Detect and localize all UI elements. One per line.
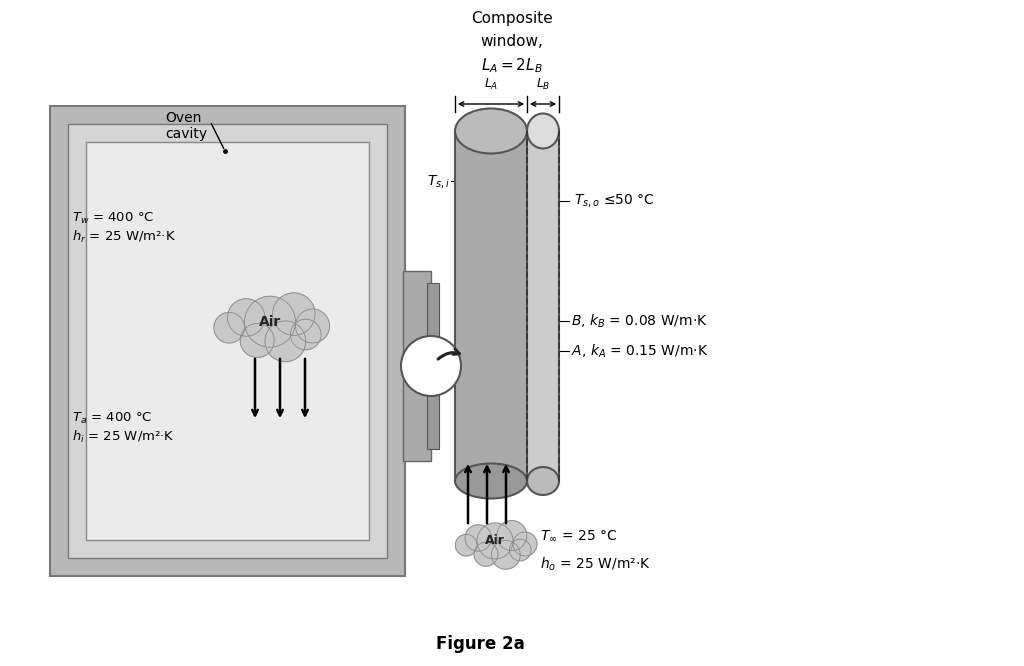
Circle shape [474, 542, 498, 566]
Circle shape [497, 521, 526, 551]
Text: $T_{s,o}$ ≤50 °C: $T_{s,o}$ ≤50 °C [574, 192, 654, 210]
Circle shape [227, 299, 265, 336]
Circle shape [492, 540, 520, 569]
Ellipse shape [455, 464, 527, 498]
Text: Air: Air [485, 535, 505, 547]
Text: window,: window, [480, 34, 544, 49]
Ellipse shape [527, 467, 559, 495]
Text: $B$, $k_B$ = 0.08 W/m·K: $B$, $k_B$ = 0.08 W/m·K [571, 312, 708, 330]
Circle shape [456, 534, 477, 556]
Circle shape [477, 523, 513, 559]
Text: $L_B$: $L_B$ [536, 77, 550, 92]
Text: Figure 2a: Figure 2a [435, 635, 524, 653]
Circle shape [214, 312, 245, 343]
Circle shape [296, 309, 330, 343]
Circle shape [265, 321, 306, 362]
Bar [50, 106, 406, 576]
Ellipse shape [455, 109, 527, 153]
Circle shape [465, 525, 492, 551]
Circle shape [509, 539, 531, 561]
Text: Air: Air [259, 315, 282, 329]
Circle shape [513, 532, 537, 556]
Text: $A$, $k_A$ = 0.15 W/m·K: $A$, $k_A$ = 0.15 W/m·K [571, 342, 709, 360]
Text: $T_{s,i}$: $T_{s,i}$ [427, 172, 450, 190]
Circle shape [272, 293, 315, 336]
Text: Composite: Composite [471, 11, 553, 26]
Bar [455, 131, 527, 481]
Bar [527, 131, 559, 481]
Bar [427, 283, 439, 449]
Circle shape [291, 319, 321, 350]
Circle shape [241, 324, 274, 358]
Text: $L_A$: $L_A$ [483, 77, 499, 92]
Text: $L_A = 2L_B$: $L_A = 2L_B$ [481, 56, 543, 75]
Text: $T_a$ = 400 °C
$h_i$ = 25 W/m²·K: $T_a$ = 400 °C $h_i$ = 25 W/m²·K [72, 411, 175, 445]
Bar [68, 124, 387, 558]
Ellipse shape [527, 113, 559, 149]
Circle shape [245, 296, 296, 347]
Text: $T_\infty$ = 25 °C: $T_\infty$ = 25 °C [540, 529, 617, 543]
Circle shape [401, 336, 461, 396]
Text: $T_w$ = 400 °C
$h_r$ = 25 W/m²·K: $T_w$ = 400 °C $h_r$ = 25 W/m²·K [72, 211, 176, 244]
Text: Oven
cavity: Oven cavity [165, 111, 207, 141]
Text: $h_o$ = 25 W/m²·K: $h_o$ = 25 W/m²·K [540, 555, 651, 573]
Bar [403, 271, 431, 461]
Bar [86, 142, 369, 540]
